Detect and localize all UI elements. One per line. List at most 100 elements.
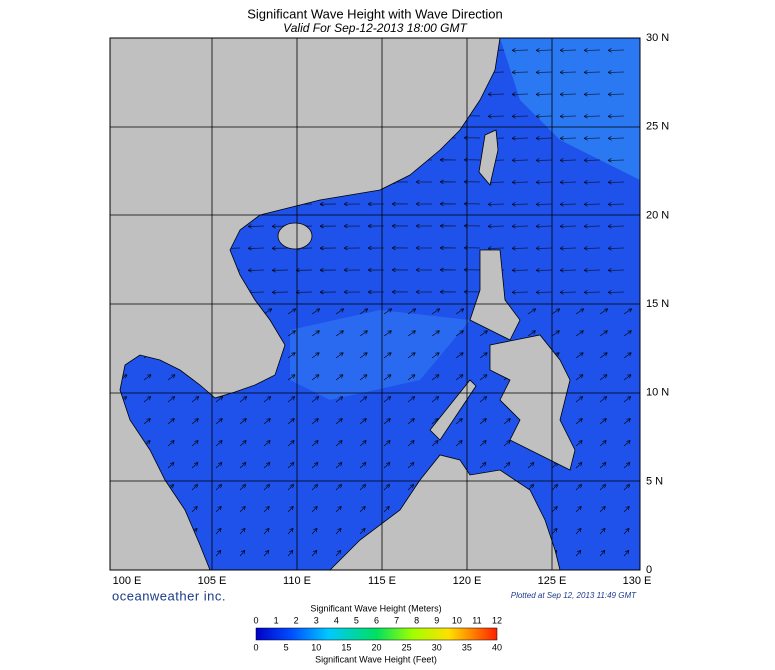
wave-arrow [511, 180, 529, 185]
wave-arrow [383, 330, 392, 337]
map [110, 38, 640, 570]
lon-label: 115 E [368, 575, 396, 587]
wave-arrow [455, 330, 464, 337]
wave-arrow [599, 550, 606, 557]
feet-tick-label: 5 [284, 642, 289, 652]
wave-arrow [383, 484, 391, 491]
wave-arrow [479, 396, 488, 403]
meter-tick-label: 1 [274, 615, 279, 625]
wave-arrow [431, 352, 440, 359]
wave-arrow [439, 267, 457, 273]
wave-arrow [575, 308, 585, 315]
wave-arrow [311, 484, 319, 491]
wave-arrow [575, 330, 584, 337]
wave-arrow [415, 223, 433, 229]
wave-arrow [599, 374, 608, 381]
wave-arrow [559, 180, 577, 185]
wave-arrow [607, 92, 625, 97]
wave-arrow [287, 440, 295, 447]
wave-arrow [311, 352, 320, 359]
wave-arrow [191, 418, 199, 425]
wave-arrow [503, 440, 511, 447]
wave-arrow [415, 179, 433, 185]
wave-arrow [623, 462, 631, 469]
wave-arrow [263, 418, 271, 425]
wave-arrow [287, 484, 295, 491]
wave-arrow [239, 440, 247, 447]
wave-arrow [247, 246, 265, 251]
wave-arrow [287, 506, 294, 513]
meter-tick-label: 10 [452, 615, 462, 625]
colorbar-title-feet: Significant Wave Height (Feet) [315, 654, 437, 664]
wave-arrow [343, 201, 361, 207]
wave-arrow [559, 48, 577, 53]
wave-arrow [391, 223, 409, 229]
wave-arrow [431, 396, 440, 403]
wave-arrow [535, 70, 553, 75]
wave-arrow [455, 440, 463, 447]
wave-arrow [383, 352, 392, 359]
mainland [110, 38, 501, 570]
wave-arrow [607, 202, 625, 207]
meter-tick-label: 0 [253, 615, 258, 625]
wave-arrow [191, 484, 199, 491]
wave-arrow [247, 224, 265, 229]
wave-arrow [383, 374, 392, 381]
wave-arrow [343, 223, 361, 229]
plotted-time: Plotted at Sep 12, 2013 11:49 GMT [511, 591, 637, 600]
wave-arrow [383, 396, 392, 403]
wave-arrow [607, 70, 625, 75]
wave-arrow [319, 201, 337, 207]
wave-arrow [575, 418, 583, 425]
wave-arrow [535, 246, 553, 251]
mindanao [489, 334, 576, 471]
wave-arrow [359, 528, 366, 535]
wave-arrow [559, 114, 577, 119]
wave-arrow [511, 224, 529, 229]
wave-arrow [311, 418, 319, 425]
wave-arrow [535, 224, 553, 229]
wave-arrow [479, 418, 487, 425]
wave-arrow [511, 268, 529, 273]
wave-arrow [535, 48, 553, 53]
luzon [469, 249, 521, 341]
wave-arrow [575, 550, 582, 557]
wave-arrow [287, 374, 296, 381]
wave-arrow [559, 224, 577, 229]
meter-tick-label: 9 [434, 615, 439, 625]
wave-arrow [575, 528, 582, 535]
wave-arrow [535, 136, 553, 141]
wave-arrow [559, 246, 577, 251]
wave-arrow [583, 158, 601, 163]
meter-tick-label: 5 [354, 615, 359, 625]
lon-label: 130 E [623, 575, 652, 587]
wave-arrow [407, 462, 415, 469]
wave-arrow [511, 92, 529, 97]
wave-arrow [535, 92, 553, 97]
wave-arrow [343, 267, 361, 273]
wave-arrow [583, 180, 601, 185]
wave-arrow [215, 462, 223, 469]
wave-arrow [439, 245, 457, 251]
feet-tick-label: 35 [462, 642, 472, 652]
wave-arrow [511, 246, 529, 251]
wave-arrow [271, 290, 289, 295]
wave-arrow [575, 484, 583, 491]
wave-arrow [215, 396, 224, 403]
wave-arrow [359, 352, 368, 359]
wave-arrow [407, 396, 416, 403]
wave-arrow [215, 440, 223, 447]
wave-arrow [607, 114, 625, 119]
wave-arrow [623, 506, 630, 513]
wave-arrow [623, 374, 632, 381]
wave-arrow [407, 352, 416, 359]
wave-arrow [263, 528, 270, 535]
wave-arrow [239, 396, 248, 403]
wave-arrow [623, 330, 632, 337]
wave-arrow [511, 290, 529, 295]
wave-arrow [239, 528, 246, 535]
wave-arrow [415, 201, 433, 207]
wave-arrow [623, 528, 630, 535]
wave-arrow [391, 201, 409, 207]
